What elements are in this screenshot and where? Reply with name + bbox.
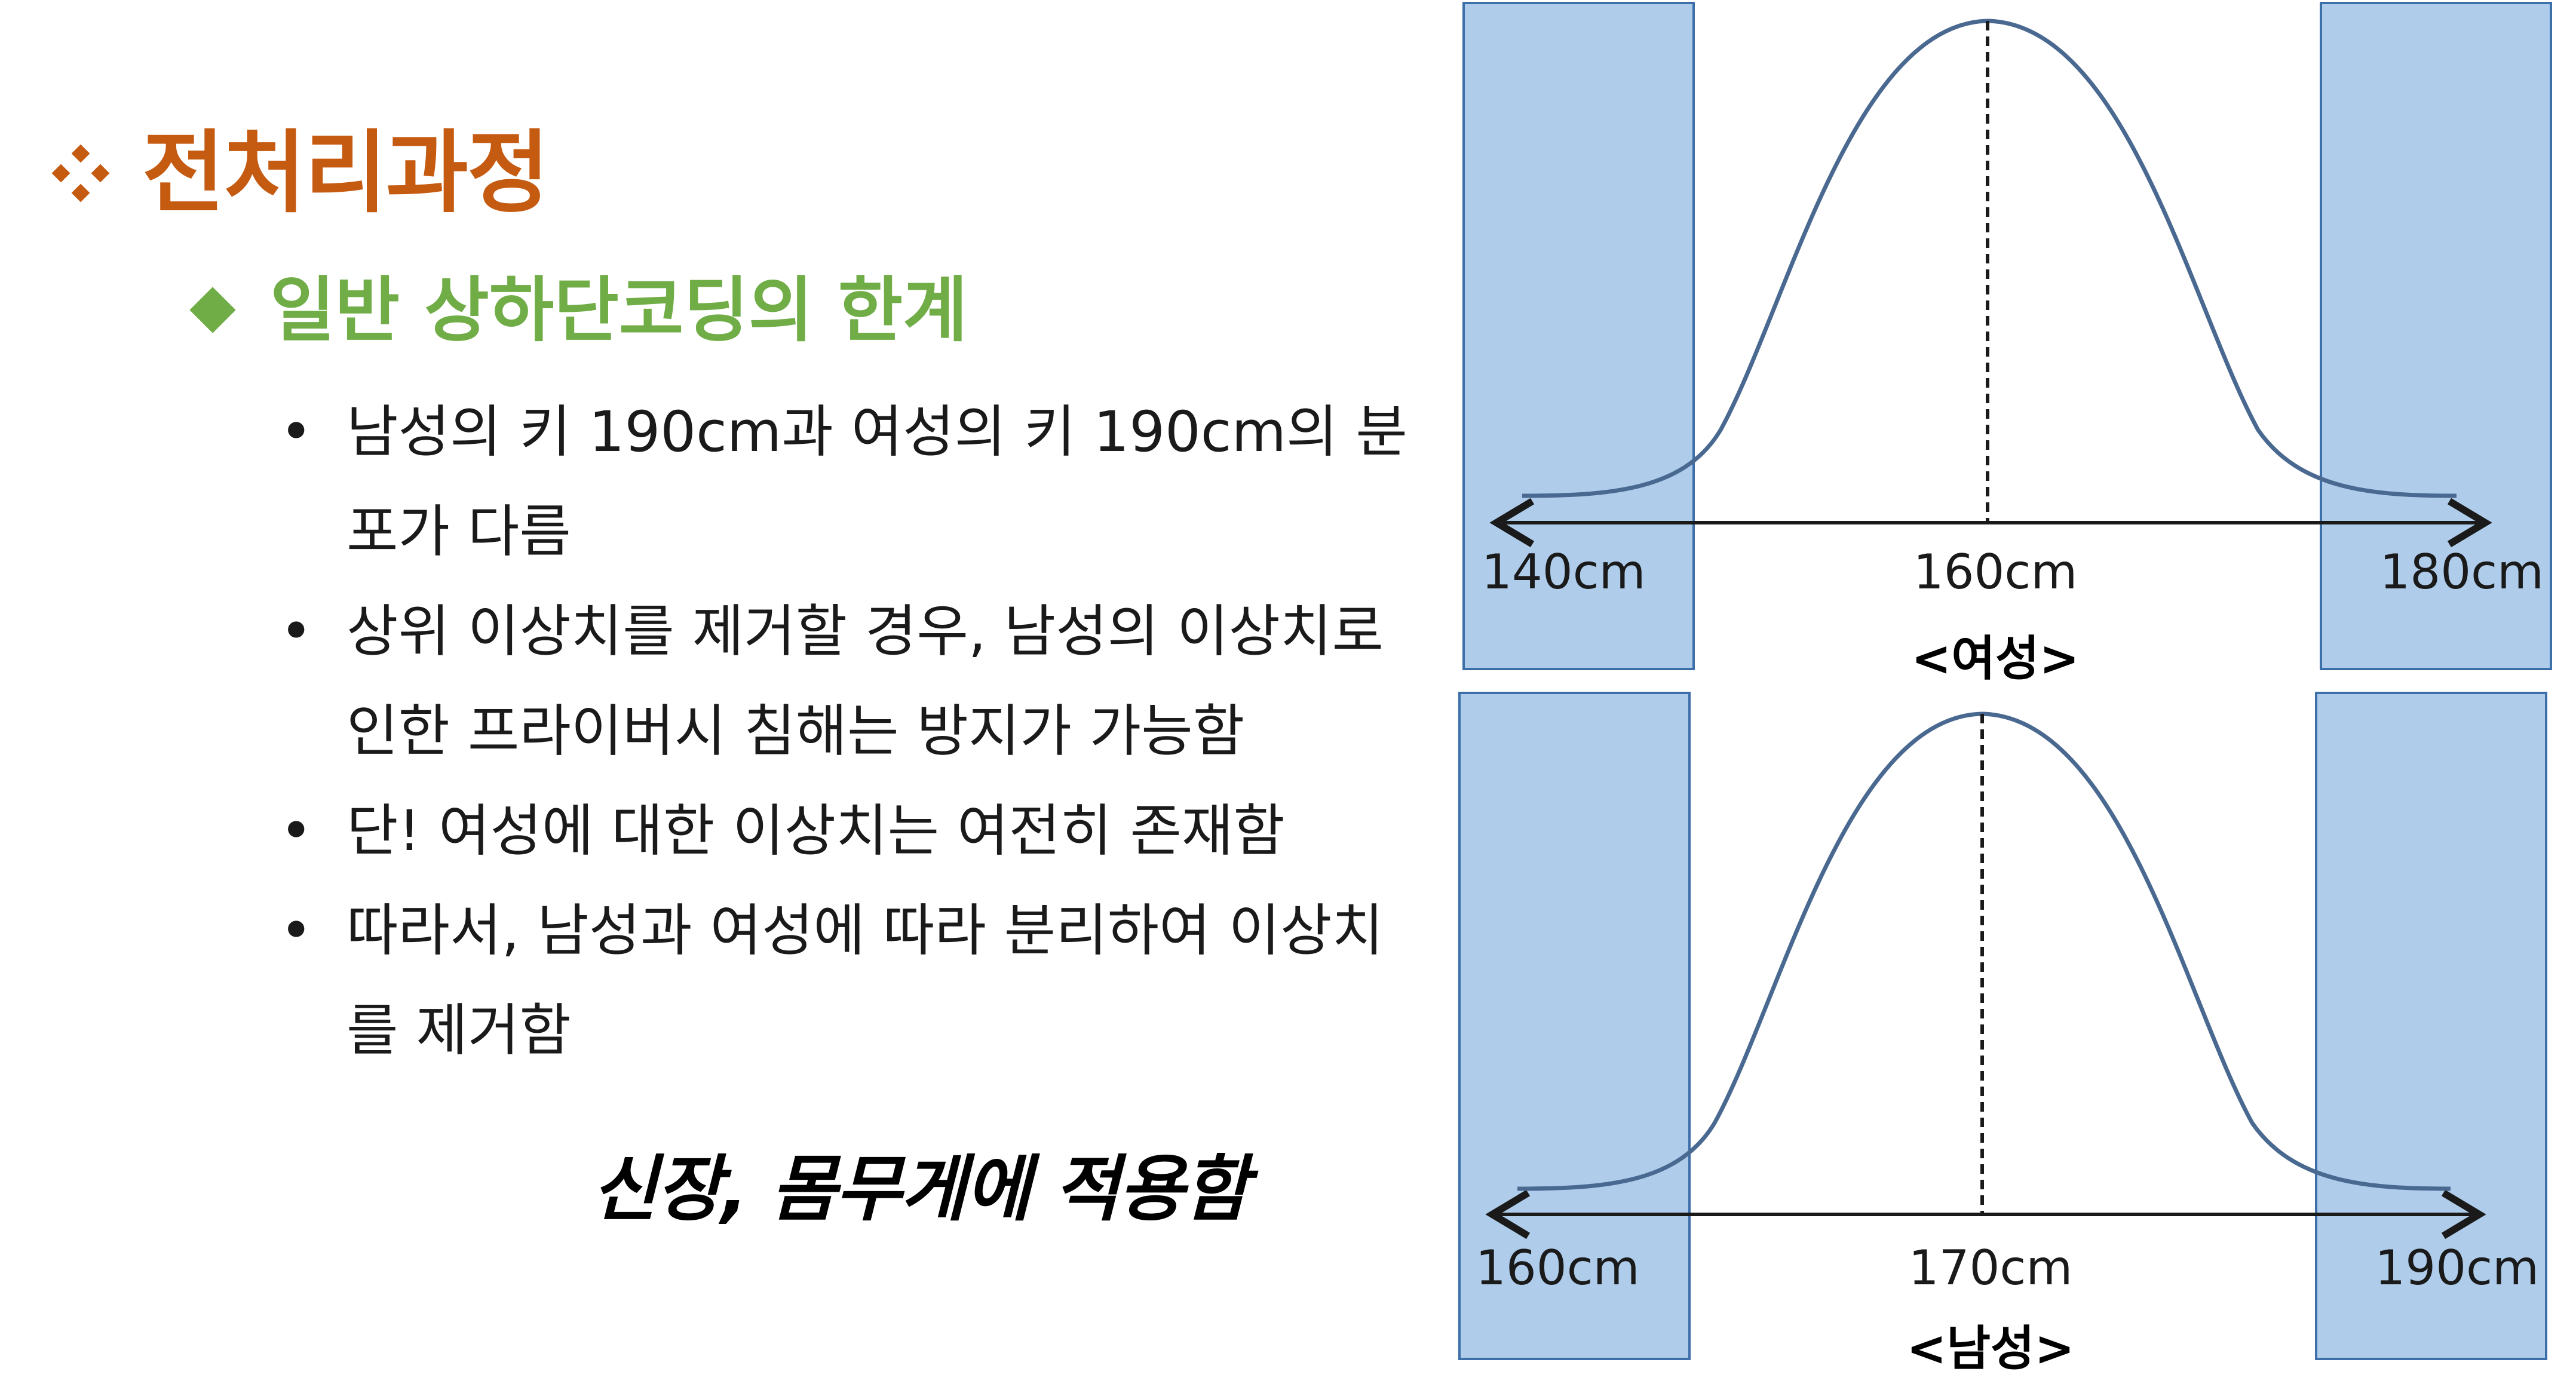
bullet-dot: • — [280, 799, 313, 864]
bullet-text: 상위 이상치를 제거할 경우, 남성의 이상치로 인한 프라이버시 침해는 방지… — [346, 599, 1384, 764]
tick-label-left: 140cm — [1482, 544, 1646, 600]
bullet-text: 남성의 키 190cm과 여성의 키 190cm의 분포가 다름 — [346, 400, 1407, 564]
emphasis-note: 신장, 몸무게에 적용함 — [591, 1148, 1249, 1231]
title-text: 전처리과정 — [142, 121, 550, 225]
bullet-text: 단! 여성에 대한 이상치는 여전히 존재함 — [346, 799, 1285, 864]
bullet-item: • 단! 여성에 대한 이상치는 여전히 존재함 — [275, 781, 1410, 881]
bullet-item: • 따라서, 남성과 여성에 따라 분리하여 이상치를 제거함 — [275, 881, 1410, 1081]
tick-label-left: 160cm — [1476, 1240, 1640, 1296]
diamond-cluster-icon — [51, 144, 110, 203]
tick-label-center: 170cm — [1909, 1240, 2073, 1296]
right-tail-region — [2315, 692, 2547, 1360]
slide-subtitle: 일반 상하단코딩의 한계 — [185, 275, 968, 345]
subtitle-text: 일반 상하단코딩의 한계 — [270, 269, 968, 351]
bullet-dot: • — [280, 400, 313, 465]
right-tail-region — [2320, 2, 2552, 670]
tick-label-center: 160cm — [1913, 544, 2078, 600]
tick-label-right: 180cm — [2379, 544, 2544, 600]
left-tail-region — [1462, 2, 1695, 670]
slide-title: 전처리과정 — [48, 121, 550, 225]
bullet-text: 따라서, 남성과 여성에 따라 분리하여 이상치를 제거함 — [346, 898, 1384, 1063]
distribution-label: <남성> — [1906, 1321, 2074, 1376]
bullet-dot: • — [280, 898, 313, 964]
bullet-item: • 상위 이상치를 제거할 경우, 남성의 이상치로 인한 프라이버시 침해는 … — [275, 582, 1410, 781]
bullet-list: • 남성의 키 190cm과 여성의 키 190cm의 분포가 다름 • 상위 … — [275, 382, 1410, 1081]
left-tail-region — [1458, 692, 1691, 1360]
distribution-female: 140cm 160cm 180cm <여성> — [1462, 2, 2552, 686]
diamond-icon — [189, 287, 236, 333]
bullet-item: • 남성의 키 190cm과 여성의 키 190cm의 분포가 다름 — [275, 382, 1410, 582]
tick-label-right: 190cm — [2375, 1240, 2539, 1296]
bullet-dot: • — [280, 599, 313, 664]
distribution-label: <여성> — [1911, 631, 2079, 686]
distribution-male: 160cm 170cm 190cm <남성> — [1458, 692, 2547, 1376]
